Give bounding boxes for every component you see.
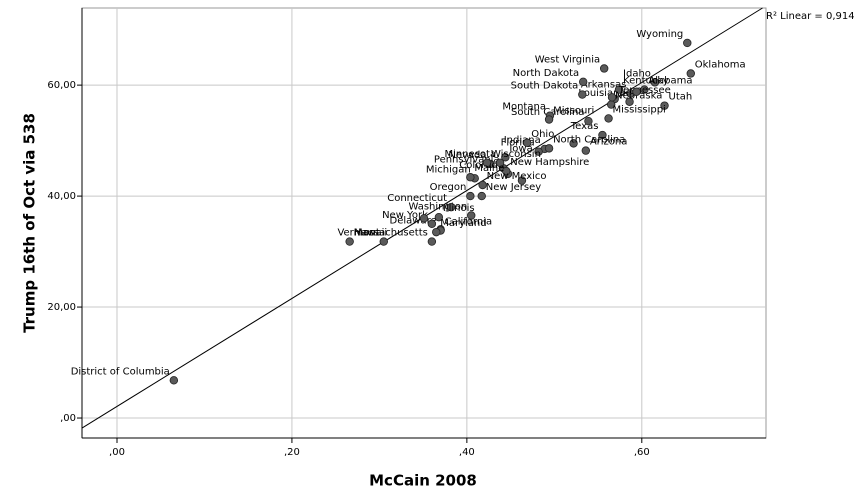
point xyxy=(660,101,669,110)
point-label: Massachusetts xyxy=(354,228,428,239)
point-label: Michigan xyxy=(426,164,471,175)
point xyxy=(501,153,510,162)
point xyxy=(625,97,634,106)
point xyxy=(683,38,692,48)
point-label: Wisconsin xyxy=(491,149,541,160)
point-label: Utah xyxy=(669,92,693,103)
point-label: Washington xyxy=(408,202,467,213)
x-tick-label: ,40 xyxy=(459,447,475,458)
y-tick-label: 20,00 xyxy=(47,302,76,313)
point xyxy=(478,180,487,190)
point-label: Idaho xyxy=(623,68,651,79)
point-label: Alabama xyxy=(648,76,692,87)
point xyxy=(607,93,617,102)
point xyxy=(419,214,429,223)
y-axis-title: Trump 16th of Oct via 538 xyxy=(21,113,39,333)
point xyxy=(427,219,437,229)
point xyxy=(517,176,527,185)
point-label: South Dakota xyxy=(511,81,579,92)
point-label: North Carolina xyxy=(553,134,625,145)
point xyxy=(584,116,593,126)
point-label: California xyxy=(445,216,493,227)
point-label: Maryland xyxy=(440,218,486,229)
point-label: New Mexico xyxy=(487,171,547,182)
point xyxy=(466,173,475,182)
point-label: Arkansas xyxy=(581,79,627,90)
point-label: Delaware xyxy=(390,215,437,226)
point xyxy=(432,227,441,237)
point xyxy=(569,139,578,148)
point-label: Tennessee xyxy=(618,85,671,96)
point xyxy=(599,64,609,73)
point-label: District of Columbia xyxy=(71,366,170,377)
point xyxy=(544,115,554,124)
point xyxy=(379,237,388,246)
point xyxy=(544,144,554,153)
point xyxy=(578,90,587,99)
y-tick-label: ,00 xyxy=(60,413,76,424)
point-label: West Virginia xyxy=(535,54,600,65)
fit-annotation: R² Linear = 0,914 xyxy=(766,11,854,22)
point xyxy=(466,191,475,201)
point xyxy=(523,138,532,148)
point-label: Mississippi xyxy=(613,104,666,115)
point-label: New Jersey xyxy=(486,182,542,193)
point xyxy=(427,237,437,246)
point xyxy=(434,212,444,222)
point xyxy=(640,85,649,94)
point xyxy=(482,158,492,167)
point xyxy=(578,77,588,86)
point-label: Iowa xyxy=(509,143,532,154)
y-tick-label: 60,00 xyxy=(47,80,76,91)
point-label: Ohio xyxy=(531,129,554,140)
point xyxy=(446,202,456,212)
point-label: Maine xyxy=(474,163,504,174)
point-label: Indiana xyxy=(504,135,541,146)
point xyxy=(614,85,624,94)
point-label: Missouri xyxy=(553,106,594,117)
y-tick-label: 40,00 xyxy=(47,191,76,202)
point-label: New Hampshire xyxy=(510,157,589,168)
point xyxy=(345,237,354,246)
point xyxy=(534,147,543,156)
x-axis-title: McCain 2008 xyxy=(369,472,477,490)
point-label: Arizona xyxy=(590,137,628,148)
x-tick-label: ,60 xyxy=(634,447,650,458)
point-label: Vermont xyxy=(337,228,379,239)
point-label: Louisiana xyxy=(578,88,625,99)
point-label: North Dakota xyxy=(513,68,580,79)
point-label: Illinois xyxy=(443,203,475,214)
point xyxy=(604,114,613,123)
point xyxy=(632,87,641,96)
point xyxy=(502,166,511,176)
point xyxy=(598,130,607,140)
point xyxy=(467,211,476,220)
point-label: Pennsylvania xyxy=(434,154,500,165)
point-label: Texas xyxy=(570,121,599,132)
point-label: Connecticut xyxy=(387,193,447,204)
point-label: New York xyxy=(382,210,428,221)
point xyxy=(650,78,660,87)
x-tick-label: ,20 xyxy=(284,447,300,458)
point xyxy=(169,376,179,385)
point-label: Nevada xyxy=(448,150,486,161)
point xyxy=(581,146,591,155)
point-label: Hawaii xyxy=(354,228,388,239)
point xyxy=(686,69,695,78)
point-label: Kentucky xyxy=(623,76,669,87)
point-label: Oklahoma xyxy=(695,59,746,70)
point-label: Nebraska xyxy=(615,91,662,102)
point-label: Montana xyxy=(502,102,546,113)
x-tick-label: ,00 xyxy=(109,447,125,458)
point-label: Oregon xyxy=(430,182,467,193)
point-label: Colorado xyxy=(459,160,504,171)
point-label: Wyoming xyxy=(636,29,683,40)
point xyxy=(477,191,486,201)
point xyxy=(495,158,505,167)
point-label: Minnesota xyxy=(444,149,496,160)
point-label: Florida xyxy=(501,138,535,149)
